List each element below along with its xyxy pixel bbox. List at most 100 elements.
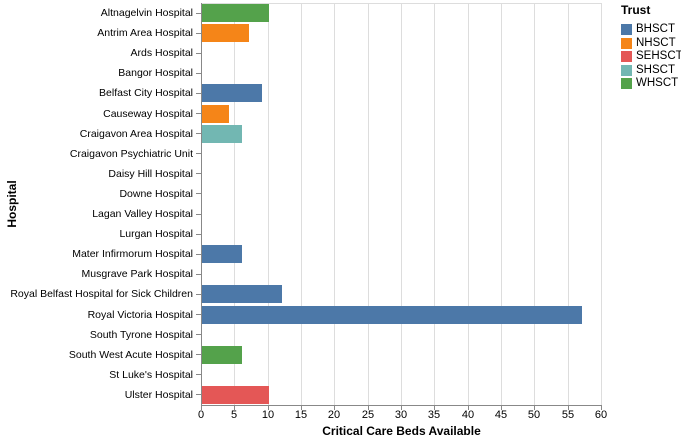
x-axis-line: [201, 405, 602, 406]
x-tick: [401, 406, 402, 410]
y-tick: [196, 12, 201, 14]
legend-label: WHSCT: [636, 77, 679, 90]
y-axis-label: Altnagelvin Hospital: [100, 7, 193, 20]
y-tick: [196, 193, 201, 195]
gridline: [301, 3, 302, 405]
gridline: [434, 3, 435, 405]
gridline: [601, 3, 602, 405]
legend-label: NHSCT: [636, 36, 676, 49]
x-tick: [601, 406, 602, 410]
y-tick: [196, 334, 201, 336]
legend-swatch: [621, 37, 632, 49]
bar: [202, 124, 242, 143]
y-tick: [196, 233, 201, 235]
y-axis-title: Hospital: [5, 180, 19, 228]
x-tick-label: 60: [594, 409, 608, 421]
x-tick: [534, 406, 535, 410]
x-tick-label: 5: [230, 409, 238, 421]
y-tick: [196, 32, 201, 34]
x-tick-label: 45: [494, 409, 508, 421]
y-axis-label: Craigavon Area Hospital: [79, 127, 193, 140]
y-tick: [196, 293, 201, 295]
y-tick: [196, 153, 201, 155]
y-axis-label: Daisy Hill Hospital: [108, 167, 193, 180]
gridline: [568, 3, 569, 405]
y-tick: [196, 253, 201, 255]
y-axis-label: Mater Infirmorum Hospital: [72, 248, 193, 261]
legend-label: BHSCT: [636, 23, 675, 36]
legend-entry: NHSCT: [621, 37, 681, 51]
y-axis-label: Royal Victoria Hospital: [87, 308, 193, 321]
plot-area: [201, 3, 602, 405]
x-tick: [568, 406, 569, 410]
y-tick: [196, 374, 201, 376]
y-axis-label: Causeway Hospital: [103, 107, 193, 120]
y-axis-label: Ulster Hospital: [124, 388, 193, 401]
y-axis-label: Downe Hospital: [119, 187, 193, 200]
x-tick: [468, 406, 469, 410]
y-axis-label: Craigavon Psychiatric Unit: [69, 147, 193, 160]
legend-entry: BHSCT: [621, 23, 681, 37]
gridline: [501, 3, 502, 405]
bar: [202, 104, 229, 123]
legend-swatch: [621, 78, 632, 90]
bar: [202, 245, 242, 264]
x-tick-label: 20: [327, 409, 341, 421]
y-tick: [196, 72, 201, 74]
x-tick-label: 15: [294, 409, 308, 421]
x-tick: [434, 406, 435, 410]
gridline: [234, 3, 235, 405]
y-tick: [196, 113, 201, 115]
bar: [202, 4, 269, 23]
y-axis-label: Musgrave Park Hospital: [81, 268, 193, 281]
x-tick: [268, 406, 269, 410]
x-tick-label: 0: [197, 409, 205, 421]
y-tick: [196, 173, 201, 175]
legend: Trust BHSCT NHSCT SEHSCT SHSCT WHSCT: [621, 3, 681, 91]
x-tick: [301, 406, 302, 410]
bar: [202, 305, 582, 324]
y-axis-label: Belfast City Hospital: [99, 87, 193, 100]
legend-label: SHSCT: [636, 63, 675, 76]
legend-swatch: [621, 51, 632, 63]
legend-swatch: [621, 24, 632, 36]
x-tick: [234, 406, 235, 410]
x-tick-label: 40: [461, 409, 475, 421]
x-tick-label: 10: [261, 409, 275, 421]
y-tick: [196, 394, 201, 396]
legend-entry: SHSCT: [621, 64, 681, 78]
x-tick: [501, 406, 502, 410]
y-tick: [196, 354, 201, 356]
x-tick-label: 55: [561, 409, 575, 421]
x-tick-label: 35: [427, 409, 441, 421]
y-axis-label: Ards Hospital: [130, 47, 193, 60]
y-axis-label: Antrim Area Hospital: [97, 27, 193, 40]
bar: [202, 84, 262, 103]
x-axis-title: Critical Care Beds Available: [322, 424, 481, 438]
y-tick: [196, 273, 201, 275]
gridline: [334, 3, 335, 405]
y-tick: [196, 92, 201, 94]
x-tick: [334, 406, 335, 410]
legend-entries: BHSCT NHSCT SEHSCT SHSCT WHSCT: [621, 23, 681, 91]
y-tick: [196, 314, 201, 316]
legend-entry: SEHSCT: [621, 50, 681, 64]
y-tick: [196, 213, 201, 215]
x-tick: [201, 406, 202, 410]
legend-title: Trust: [621, 3, 651, 17]
gridline: [401, 3, 402, 405]
y-axis-line: [201, 3, 202, 406]
y-axis-label: Royal Belfast Hospital for Sick Children: [10, 288, 193, 301]
y-axis-label: Lurgan Hospital: [119, 228, 193, 241]
y-axis-label: Lagan Valley Hospital: [92, 208, 193, 221]
y-axis-label: Bangor Hospital: [118, 67, 193, 80]
gridline: [268, 3, 269, 405]
legend-label: SEHSCT: [636, 50, 681, 63]
bar: [202, 285, 282, 304]
y-axis-label: South West Acute Hospital: [68, 348, 193, 361]
gridline: [368, 3, 369, 405]
bar: [202, 345, 242, 364]
y-tick: [196, 52, 201, 54]
legend-entry: WHSCT: [621, 77, 681, 91]
